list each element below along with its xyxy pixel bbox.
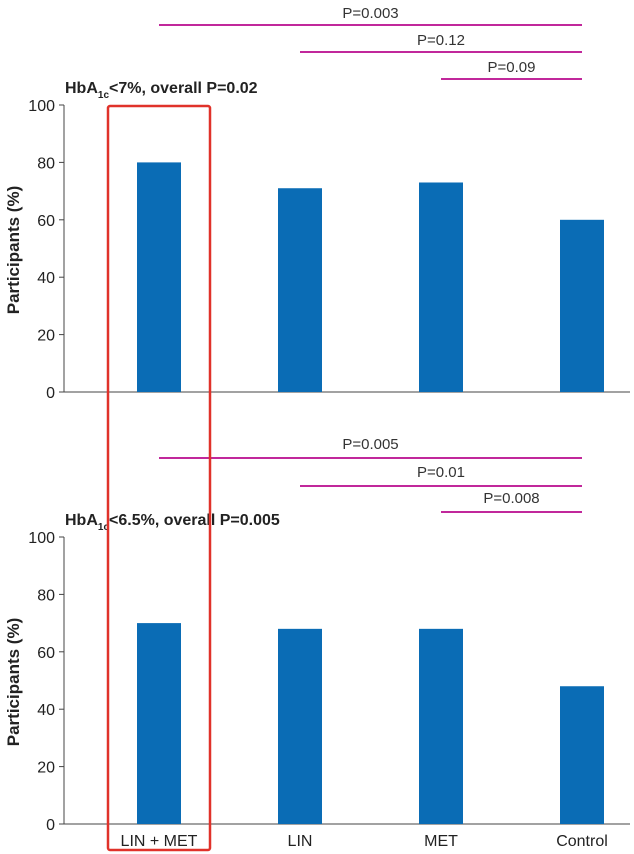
bar-control (560, 219, 604, 392)
bar-met (419, 628, 463, 824)
y-tick-label: 0 (46, 385, 55, 402)
bar-lin-met (137, 162, 181, 392)
x-tick-label-control: Control (556, 833, 608, 850)
y-tick-label: 100 (28, 530, 55, 547)
bar-lin-met (137, 623, 181, 824)
y-tick-label: 60 (37, 645, 55, 662)
bar-met (419, 182, 463, 392)
p-value-label: P=0.09 (488, 59, 536, 76)
y-tick-label: 20 (37, 328, 55, 345)
y-axis-title: Participants (%) (4, 186, 23, 314)
y-tick-label: 0 (46, 817, 55, 834)
x-tick-label-lin: LIN (288, 833, 313, 850)
p-value-label: P=0.01 (417, 464, 465, 481)
x-tick-label-met: MET (424, 833, 458, 850)
y-tick-label: 80 (37, 155, 55, 172)
p-value-label: P=0.003 (342, 5, 398, 22)
p-value-label: P=0.005 (342, 436, 398, 453)
chart-panel-hba1c-6-5: 0 20 40 60 80 100 Participants (%) HbA1c<6.5%, … (4, 436, 630, 850)
y-tick-label: 100 (28, 98, 55, 115)
x-tick-label-lin-met: LIN + MET (121, 833, 198, 850)
highlight-box (106, 104, 212, 852)
chart-panel-hba1c-7: 0 20 40 60 80 100 Participants (%) HbA1c<7%, ov… (4, 5, 630, 402)
bar-lin (278, 628, 322, 824)
panel-title: HbA1c<6.5%, overall P=0.005 (65, 512, 280, 533)
panel-title: HbA1c<7%, overall P=0.02 (65, 80, 258, 101)
y-tick-label: 40 (37, 702, 55, 719)
bar-lin (278, 188, 322, 392)
p-value-label: P=0.008 (483, 490, 539, 507)
bar-control (560, 686, 604, 824)
p-value-label: P=0.12 (417, 32, 465, 49)
y-tick-label: 20 (37, 760, 55, 777)
y-tick-label: 60 (37, 213, 55, 230)
y-tick-label: 40 (37, 270, 55, 287)
y-axis-title: Participants (%) (4, 618, 23, 746)
y-tick-label: 80 (37, 587, 55, 604)
